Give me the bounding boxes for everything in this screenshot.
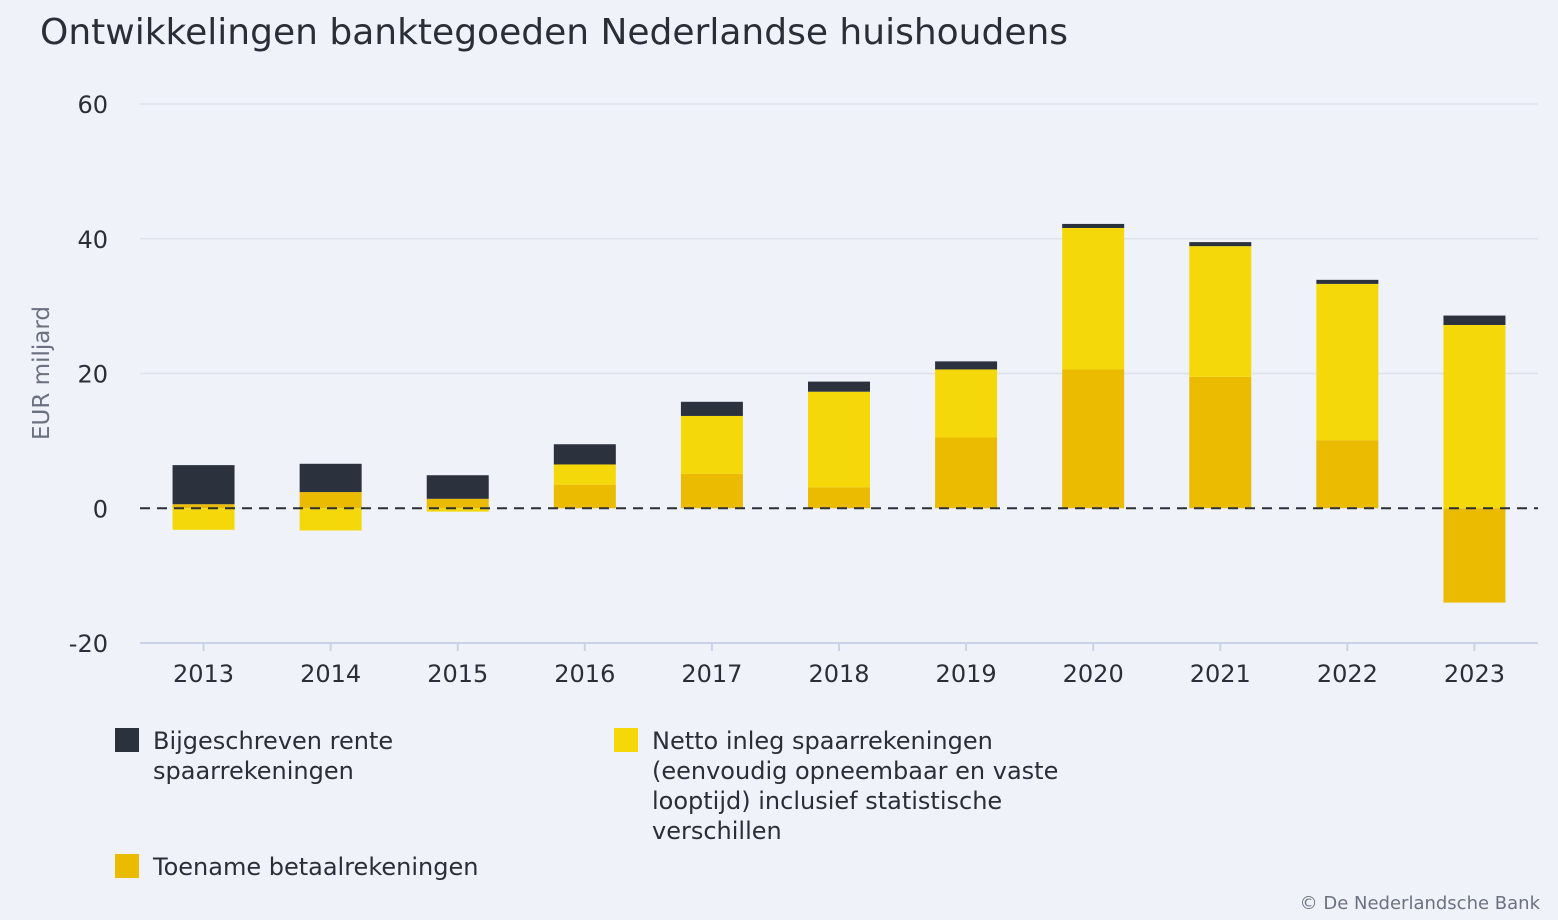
- x-tick-label: 2014: [300, 660, 361, 688]
- bar-netto-2014[interactable]: [299, 508, 362, 531]
- x-tick-label: 2023: [1444, 660, 1505, 688]
- y-tick-label: -20: [69, 630, 108, 658]
- bar-rente-2016[interactable]: [553, 444, 616, 465]
- x-tick-label: 2016: [554, 660, 615, 688]
- bar-rente-2022[interactable]: [1316, 279, 1379, 284]
- x-tick-label: 2017: [681, 660, 742, 688]
- bar-betaal-2020[interactable]: [1062, 369, 1125, 509]
- bar-rente-2014[interactable]: [299, 463, 362, 493]
- bar-betaal-2018[interactable]: [808, 487, 870, 509]
- grid-lines: [140, 103, 1538, 375]
- bar-rente-2020[interactable]: [1062, 223, 1125, 228]
- legend-swatch-netto: [614, 728, 638, 752]
- bar-netto-2021[interactable]: [1189, 246, 1252, 377]
- bar-betaal-2019[interactable]: [935, 437, 998, 509]
- legend-item-betaal[interactable]: Toename betaalrekeningen: [115, 852, 478, 882]
- bar-rente-2023[interactable]: [1443, 315, 1506, 325]
- x-tick-label: 2015: [427, 660, 488, 688]
- bars: [172, 223, 1506, 603]
- x-tick-label: 2019: [936, 660, 997, 688]
- legend-item-rente[interactable]: Bijgeschreven rente spaarrekeningen: [115, 726, 393, 786]
- bar-netto-2023[interactable]: [1443, 324, 1506, 509]
- x-tick-label: 2020: [1063, 660, 1124, 688]
- bar-netto-2019[interactable]: [935, 369, 998, 438]
- bar-betaal-2016[interactable]: [553, 484, 616, 509]
- x-tick-label: 2018: [808, 660, 869, 688]
- bar-netto-2020[interactable]: [1062, 227, 1125, 370]
- bar-netto-2013[interactable]: [172, 508, 235, 530]
- legend-label-betaal: Toename betaalrekeningen: [153, 853, 479, 881]
- bar-betaal-2015[interactable]: [426, 498, 489, 509]
- bar-betaal-2022[interactable]: [1316, 440, 1379, 509]
- chart-title: Ontwikkelingen banktegoeden Nederlandse …: [40, 12, 1069, 53]
- legend-item-netto[interactable]: Netto inleg spaarrekeningen (eenvoudig o…: [614, 726, 1058, 846]
- bar-betaal-2021[interactable]: [1189, 376, 1252, 509]
- legend-swatch-rente: [115, 728, 139, 752]
- x-tick-label: 2022: [1317, 660, 1378, 688]
- bar-netto-2015[interactable]: [426, 508, 489, 512]
- bar-rente-2013[interactable]: [172, 465, 235, 505]
- bar-rente-2021[interactable]: [1189, 242, 1252, 247]
- legend-label-netto: Netto inleg spaarrekeningen (eenvoudig o…: [652, 727, 1059, 845]
- y-tick-label: 0: [93, 495, 108, 523]
- x-tick-label: 2021: [1190, 660, 1251, 688]
- y-tick-label: 20: [77, 361, 108, 389]
- x-tick-label: 2013: [173, 660, 234, 688]
- bar-netto-2017[interactable]: [680, 415, 743, 474]
- legend-swatch-betaal: [115, 854, 139, 878]
- bar-rente-2015[interactable]: [426, 475, 489, 499]
- bar-betaal-2017[interactable]: [680, 473, 743, 509]
- bar-betaal-2014[interactable]: [299, 492, 362, 509]
- copyright-text: © De Nederlandsche Bank: [1299, 893, 1540, 914]
- bar-rente-2018[interactable]: [808, 381, 870, 392]
- axes: 60 40 20 0 -20 2013 2014 2015 2016 2017 2018 2019 20…: [69, 91, 1538, 688]
- y-axis-label: EUR miljard: [29, 306, 55, 440]
- y-tick-label: 60: [77, 91, 108, 119]
- bar-netto-2018[interactable]: [808, 391, 870, 488]
- bar-betaal-2013[interactable]: [172, 504, 235, 509]
- bar-rente-2019[interactable]: [935, 361, 998, 370]
- bar-netto-2022[interactable]: [1316, 283, 1379, 441]
- bar-betaal-2023[interactable]: [1443, 508, 1506, 603]
- legend-label-rente: Bijgeschreven rente spaarrekeningen: [153, 727, 394, 785]
- y-tick-label: 40: [77, 226, 108, 254]
- bar-rente-2017[interactable]: [680, 401, 743, 416]
- bar-netto-2016[interactable]: [553, 464, 616, 485]
